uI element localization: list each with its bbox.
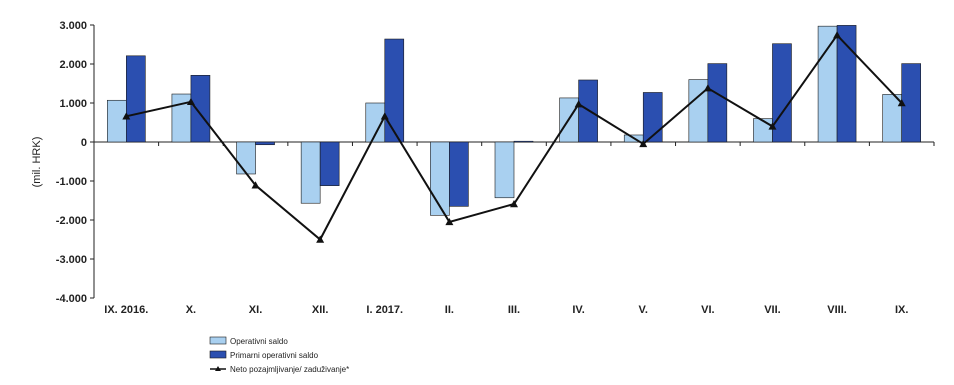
x-tick-label: XII. (312, 304, 329, 316)
y-axis-label: (mil. HRK) (31, 137, 43, 188)
line-marker (510, 200, 518, 208)
bar-operativni-saldo (753, 118, 773, 143)
legend: Operativni saldo Primarni operativni sald… (209, 336, 349, 374)
bar-primarni-operativni-saldo (707, 63, 728, 143)
line-marker (897, 99, 906, 107)
line-marker (251, 181, 260, 189)
y-tick-label: -1.000 (56, 176, 87, 188)
x-tick-label: VII. (764, 304, 781, 316)
y-tick-label: 1.000 (59, 98, 87, 110)
line-marker (316, 235, 325, 243)
y-tick-label: 0 (81, 137, 87, 149)
bar-primarni-operativni-saldo (772, 43, 792, 143)
line-marker (703, 84, 712, 92)
legend-marker (215, 366, 221, 371)
bar-primarni-operativni-saldo (255, 141, 275, 146)
x-tick-label: I. 2017. (366, 304, 403, 316)
line-marker (833, 31, 842, 39)
line-marker (768, 122, 777, 130)
line-marker (639, 139, 648, 148)
bar-operativni-saldo (300, 141, 321, 204)
bar-operativni-saldo (494, 141, 515, 199)
bar-primarni-operativni-saldo (190, 75, 211, 143)
y-tick-label: -2.000 (56, 215, 87, 227)
bar-operativni-saldo (171, 93, 192, 143)
legend-label: Operativni saldo (230, 337, 288, 346)
bar-primarni-operativni-saldo (319, 141, 340, 186)
x-tick-label: V. (639, 304, 648, 316)
x-tick-label: VIII. (827, 304, 847, 316)
legend-label: Neto pozajmljivanje/ zaduživanje* (230, 365, 349, 374)
x-tick-label: III. (508, 304, 520, 316)
line-marker (122, 112, 131, 120)
x-tick-label: II. (445, 304, 454, 316)
bar-primarni-operativni-saldo (513, 140, 534, 143)
x-tick-label: XI. (249, 304, 262, 316)
x-tick-labels: IX. 2016. X. XI. XII. I. 2017. II. III. IV. V. VI… (104, 304, 908, 316)
bar-operativni-saldo (430, 141, 450, 216)
x-tick-label: VI. (701, 304, 714, 316)
bar-primarni-operativni-saldo (901, 63, 921, 143)
y-tick-label: 2.000 (59, 59, 87, 71)
bar-operativni-saldo (817, 25, 838, 143)
line-series (122, 31, 906, 243)
bar-primarni-operativni-saldo (384, 38, 405, 143)
x-tick-label: IX. 2016. (104, 304, 148, 316)
legend-label: Primarni operativni saldo (230, 351, 319, 360)
line-marker (445, 217, 454, 226)
bar-primarni-operativni-saldo (836, 25, 857, 143)
line-marker (380, 112, 389, 120)
bar-operativni-saldo (236, 141, 256, 175)
x-tick-label: IX. (895, 304, 908, 316)
y-tick-labels: 3.000 2.000 1.000 0 -1.000 -2.000 -3.000 -4.000 (56, 20, 87, 305)
y-tick-label: -3.000 (56, 254, 87, 266)
line-marker (574, 100, 583, 108)
legend-swatch (209, 336, 227, 345)
bar-primarni-operativni-saldo (449, 141, 469, 207)
bar-operativni-saldo (688, 79, 709, 143)
line-marker (186, 97, 195, 106)
bars (107, 25, 921, 216)
y-tick-label: -4.000 (56, 293, 87, 305)
x-tick-label: IV. (572, 304, 584, 316)
legend-swatch (209, 350, 227, 359)
bar-primarni-operativni-saldo (642, 92, 663, 143)
y-tick-label: 3.000 (59, 20, 87, 32)
bar-primarni-operativni-saldo (126, 55, 146, 143)
bar-operativni-saldo (107, 99, 127, 143)
bar-operativni-saldo (882, 94, 902, 143)
x-tick-label: X. (186, 304, 196, 316)
